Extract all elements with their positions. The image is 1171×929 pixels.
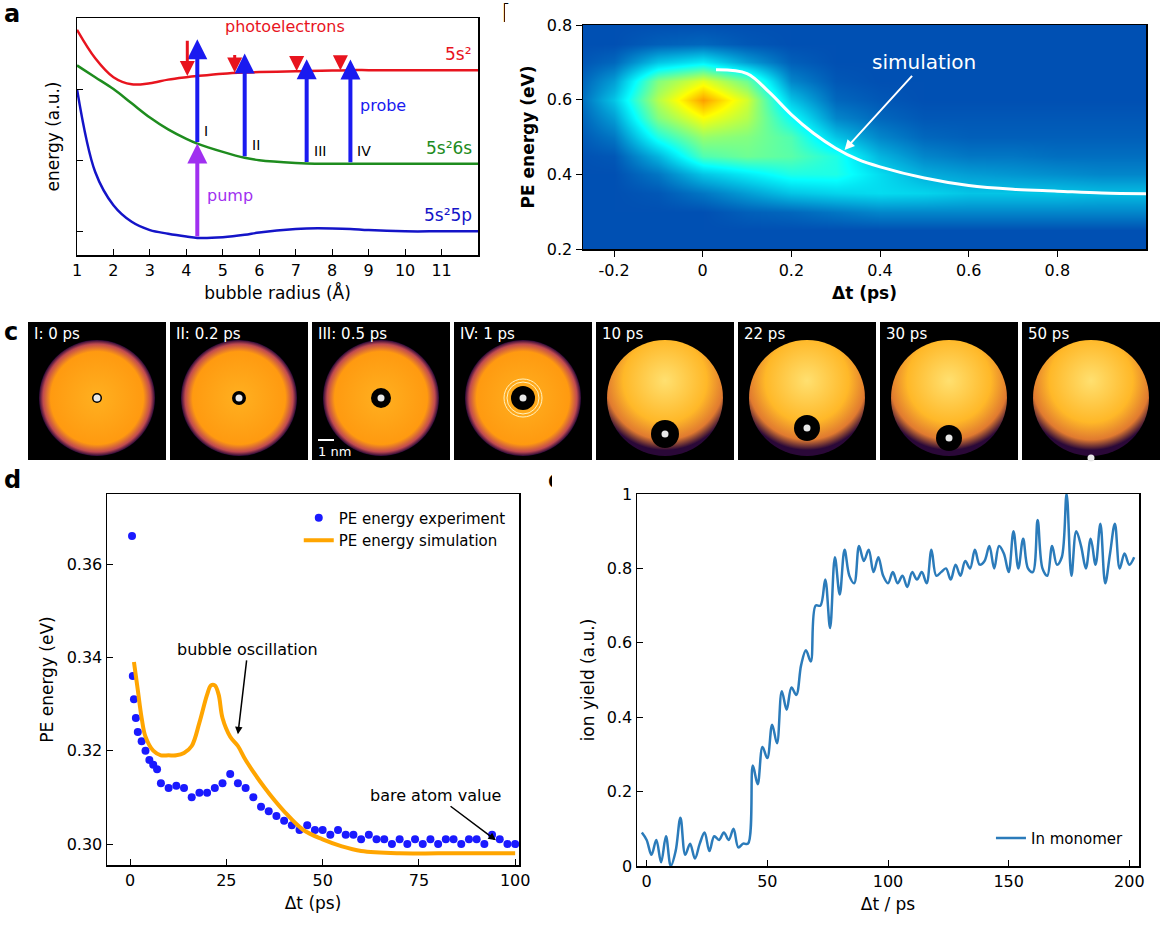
svg-text:0.4: 0.4 <box>607 708 632 727</box>
svg-text:6: 6 <box>254 261 264 280</box>
svg-text:0: 0 <box>642 872 652 891</box>
html-text:d: d <box>4 466 22 494</box>
svg-text:IV: IV <box>357 143 371 159</box>
svg-text:50: 50 <box>312 871 332 890</box>
svg-text:2: 2 <box>108 261 118 280</box>
svg-text:0.2: 0.2 <box>547 240 572 259</box>
svg-text:Δt / ps: Δt / ps <box>861 894 916 914</box>
svg-text:75: 75 <box>409 871 429 890</box>
svg-text:1: 1 <box>622 485 632 504</box>
svg-text:0: 0 <box>622 857 632 876</box>
svg-text:energy (a.u.): energy (a.u.) <box>43 82 63 192</box>
svg-text:0.2: 0.2 <box>607 782 632 801</box>
svg-text:10: 10 <box>395 261 415 280</box>
svg-text:IV: 1 ps: IV: 1 ps <box>460 325 515 343</box>
svg-text:photoelectrons: photoelectrons <box>225 17 345 36</box>
svg-text:probe: probe <box>360 96 406 115</box>
svg-text:4: 4 <box>181 261 191 280</box>
svg-text:0.34: 0.34 <box>67 648 103 667</box>
svg-text:0.6: 0.6 <box>547 90 572 109</box>
svg-text:0.30: 0.30 <box>67 835 103 854</box>
svg-text:5: 5 <box>218 261 228 280</box>
svg-text:II: II <box>252 137 260 153</box>
svg-text:1: 1 <box>72 261 82 280</box>
svg-text:0.8: 0.8 <box>547 16 572 35</box>
svg-text:0.6: 0.6 <box>956 261 981 280</box>
svg-text:10 ps: 10 ps <box>602 325 643 343</box>
svg-text:0.2: 0.2 <box>779 261 804 280</box>
svg-text:150: 150 <box>993 872 1024 891</box>
svg-text:PE energy (eV): PE energy (eV) <box>518 66 538 209</box>
svg-text:ion yield (a.u.): ion yield (a.u.) <box>578 619 598 742</box>
svg-text:5s²6s: 5s²6s <box>426 138 472 158</box>
svg-text:PE energy simulation: PE energy simulation <box>339 532 498 550</box>
svg-text:PE energy experiment: PE energy experiment <box>339 510 506 528</box>
svg-text:0: 0 <box>698 261 708 280</box>
svg-text:1 nm: 1 nm <box>318 444 351 459</box>
svg-text:50 ps: 50 ps <box>1028 325 1069 343</box>
html-text:c: c <box>4 318 19 346</box>
svg-text:50: 50 <box>757 872 777 891</box>
svg-text:III: 0.5 ps: III: 0.5 ps <box>318 325 387 343</box>
html-text:a: a <box>4 0 21 28</box>
svg-text:100: 100 <box>500 871 531 890</box>
svg-text:22 ps: 22 ps <box>744 325 785 343</box>
svg-text:0.36: 0.36 <box>67 555 103 574</box>
svg-text:bare atom value: bare atom value <box>370 786 501 805</box>
html-text:b: b <box>502 0 520 28</box>
svg-text:0: 0 <box>125 871 135 890</box>
svg-text:7: 7 <box>291 261 301 280</box>
svg-text:100: 100 <box>873 872 904 891</box>
svg-text:3: 3 <box>145 261 155 280</box>
svg-text:I: I <box>204 123 208 139</box>
svg-text:25: 25 <box>216 871 236 890</box>
svg-text:PE energy (eV): PE energy (eV) <box>37 616 57 742</box>
svg-text:0.6: 0.6 <box>607 633 632 652</box>
html-text:e: e <box>548 466 565 494</box>
svg-text:I: 0 ps: I: 0 ps <box>34 325 80 343</box>
svg-text:5s²5p: 5s²5p <box>424 205 472 225</box>
svg-text:0.4: 0.4 <box>867 261 892 280</box>
svg-text:II: 0.2 ps: II: 0.2 ps <box>176 325 241 343</box>
svg-text:pump: pump <box>207 186 253 205</box>
svg-text:simulation: simulation <box>872 50 976 74</box>
svg-text:200: 200 <box>1114 872 1145 891</box>
svg-text:bubble oscillation: bubble oscillation <box>177 640 318 659</box>
svg-text:bubble radius (Å): bubble radius (Å) <box>204 282 351 303</box>
svg-text:11: 11 <box>431 261 451 280</box>
svg-text:Δt (ps): Δt (ps) <box>832 283 897 303</box>
svg-text:30 ps: 30 ps <box>886 325 927 343</box>
svg-text:III: III <box>314 143 326 159</box>
svg-text:0.32: 0.32 <box>67 741 103 760</box>
svg-text:Δt (ps): Δt (ps) <box>285 893 342 913</box>
svg-text:0.4: 0.4 <box>547 165 572 184</box>
svg-text:In monomer: In monomer <box>1031 830 1123 848</box>
svg-text:9: 9 <box>364 261 374 280</box>
svg-text:-0.2: -0.2 <box>598 261 629 280</box>
svg-text:5s²: 5s² <box>445 44 472 64</box>
svg-text:0.8: 0.8 <box>1045 261 1070 280</box>
svg-text:8: 8 <box>327 261 337 280</box>
svg-text:0.8: 0.8 <box>607 559 632 578</box>
